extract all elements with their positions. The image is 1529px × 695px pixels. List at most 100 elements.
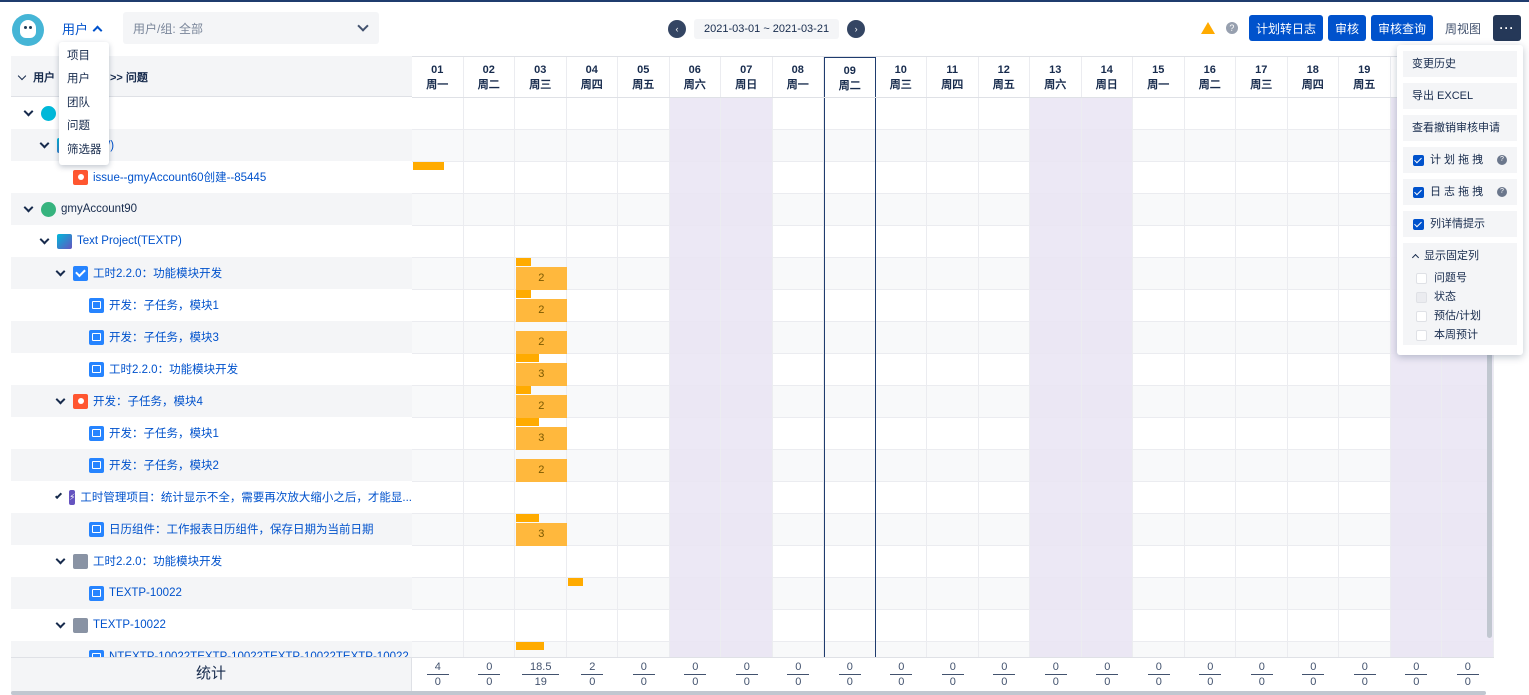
expand-toggle-icon[interactable] (55, 394, 66, 404)
dropdown-item[interactable]: 问题 (67, 120, 90, 133)
worklog-block[interactable]: 2 (516, 459, 567, 482)
expand-toggle-icon[interactable] (55, 266, 66, 276)
tree-row-label[interactable]: Text Project(TEXTP) (77, 235, 182, 247)
plan-to-log-button[interactable]: 计划转日志 (1248, 15, 1323, 41)
help-icon[interactable]: ? (1225, 22, 1238, 34)
tree-row[interactable]: 开发：子任务，模块3 (11, 321, 412, 353)
expand-toggle-icon[interactable] (39, 234, 50, 244)
tree-row-label[interactable]: 工时管理项目：统计显示不全，需要再次放大缩小之后，才能显... (80, 492, 412, 504)
review-button[interactable]: 审核 (1327, 15, 1366, 41)
plan-bar[interactable] (516, 642, 545, 650)
more-menu-button[interactable]: ··· (1493, 15, 1521, 41)
worklog-block[interactable]: 3 (516, 363, 567, 386)
day-column[interactable] (412, 98, 464, 657)
day-column[interactable] (1133, 98, 1185, 657)
dropdown-item[interactable]: 用户 (67, 73, 90, 86)
tree-row[interactable]: issue--gmyAccount60创建--85445 (11, 161, 412, 193)
checkbox-unchecked-icon[interactable] (1416, 311, 1427, 322)
day-column[interactable] (1339, 98, 1391, 657)
expand-toggle-icon[interactable] (23, 106, 34, 116)
plan-bar[interactable] (516, 354, 540, 362)
tree-row-label[interactable]: 开发：子任务，模块4 (93, 396, 203, 408)
tree-row[interactable] (11, 97, 412, 129)
tree-row[interactable]: TEXTP-10022 (11, 609, 412, 641)
expand-toggle-icon[interactable] (54, 491, 63, 499)
weekend-column[interactable] (1081, 98, 1133, 657)
weekend-column[interactable] (669, 98, 721, 657)
review-query-button[interactable]: 审核查询 (1370, 15, 1433, 41)
tree-row-label[interactable]: 开发：子任务，模块1 (109, 300, 219, 312)
checkbox-checked-icon[interactable] (1413, 154, 1424, 166)
worklog-block[interactable]: 2 (516, 267, 567, 290)
checkbox-unchecked-icon[interactable] (1416, 330, 1427, 341)
tree-row-label[interactable]: NTEXTP-10022TEXTP-10022TEXTP-10022TEXTP-… (109, 651, 409, 657)
tree-row[interactable]: TEXTP-10022 (11, 577, 412, 609)
tree-row[interactable]: 工时2.2.0：功能模块开发 (11, 353, 412, 385)
weekend-column[interactable] (721, 98, 773, 657)
tree-row-label[interactable]: TEXTP-10022 (109, 587, 182, 599)
tree-row-label[interactable]: TEXTP-10022 (93, 619, 166, 631)
menu-plan-drag-toggle[interactable]: 计 划 拖 拽 ? (1403, 147, 1517, 173)
day-column[interactable] (824, 98, 876, 657)
worklog-block[interactable]: 2 (516, 331, 567, 354)
dimension-switch-button[interactable]: 用户 (62, 19, 103, 38)
tree-row[interactable]: gmyAccount90 (11, 193, 412, 225)
menu-log-drag-toggle[interactable]: 日 志 拖 拽 ? (1403, 179, 1517, 205)
date-range-display[interactable]: 2021-03-01 ~ 2021-03-21 (694, 19, 840, 39)
menu-view-revoke-requests[interactable]: 查看撤销审核申请 (1403, 115, 1517, 141)
checkbox-unchecked-icon[interactable] (1416, 273, 1427, 284)
menu-fixed-columns-toggle[interactable]: 显示固定列 (1403, 243, 1517, 269)
worklog-block[interactable]: 2 (516, 299, 567, 322)
help-icon[interactable]: ? (1497, 187, 1507, 197)
fixed-column-option[interactable]: 预估/计划 (1403, 307, 1517, 326)
plan-bar[interactable] (516, 418, 540, 426)
tree-row[interactable]: NTEXTP-10022TEXTP-10022TEXTP-10022TEXTP-… (11, 641, 412, 657)
day-column[interactable] (618, 98, 670, 657)
tree-row-label[interactable]: 开发：子任务，模块2 (109, 460, 219, 472)
tree-row-label[interactable]: issue--gmyAccount60创建--85445 (93, 172, 267, 184)
plan-bar[interactable] (516, 290, 532, 298)
day-column[interactable] (567, 98, 618, 657)
app-logo-icon[interactable] (12, 14, 44, 46)
menu-change-history[interactable]: 变更历史 (1403, 51, 1517, 77)
expand-toggle-icon[interactable] (55, 618, 66, 628)
tree-row[interactable]: 工时2.2.0：功能模块开发 (11, 257, 412, 289)
tree-row[interactable]: 开发：子任务，模块2 (11, 449, 412, 481)
warning-icon[interactable] (1200, 22, 1215, 34)
tree-row-label[interactable]: gmyAccount90 (61, 203, 138, 215)
tree-row-label[interactable]: 日历组件：工作报表日历组件，保存日期为当前日期 (109, 524, 374, 536)
tree-row-label[interactable]: 工时2.2.0：功能模块开发 (93, 556, 223, 568)
day-column[interactable] (1236, 98, 1288, 657)
expand-toggle-icon[interactable] (55, 554, 66, 564)
menu-export-excel[interactable]: 导出 EXCEL (1403, 83, 1517, 109)
day-column[interactable] (1185, 98, 1236, 657)
menu-column-tip-toggle[interactable]: 列详情提示 (1403, 211, 1517, 237)
tree-row[interactable]: ⚡ 工时管理项目：统计显示不全，需要再次放大缩小之后，才能显... (11, 481, 412, 513)
day-column[interactable] (1288, 98, 1339, 657)
tree-row-label[interactable]: 工时2.2.0：功能模块开发 (93, 268, 223, 280)
dropdown-item[interactable]: 项目 (67, 50, 90, 62)
user-group-select[interactable]: 用户/组: 全部 (123, 12, 379, 44)
worklog-block[interactable]: 3 (516, 427, 567, 450)
tree-row[interactable]: 日历组件：工作报表日历组件，保存日期为当前日期 (11, 513, 412, 545)
day-column[interactable] (927, 98, 979, 657)
day-column[interactable] (876, 98, 927, 657)
worklog-block[interactable]: 3 (516, 523, 567, 546)
fixed-column-option[interactable]: 本周预计 (1403, 326, 1517, 345)
day-column[interactable] (979, 98, 1030, 657)
tree-row-label[interactable]: 开发：子任务，模块3 (109, 332, 219, 344)
expand-toggle-icon[interactable] (39, 138, 50, 148)
plan-bar[interactable] (516, 514, 540, 522)
weekend-column[interactable] (1030, 98, 1082, 657)
prev-period-button[interactable]: ‹ (668, 20, 686, 38)
fixed-column-option[interactable]: 状态 (1403, 288, 1517, 307)
plan-bar[interactable] (413, 162, 444, 170)
dropdown-item[interactable]: 筛选器 (67, 143, 102, 156)
tree-row[interactable]: 工时2.2.0：功能模块开发 (11, 545, 412, 577)
plan-bar[interactable] (567, 578, 583, 586)
expand-toggle-icon[interactable] (23, 202, 34, 212)
tree-row[interactable]: 开发：子任务，模块1 (11, 417, 412, 449)
fixed-column-option[interactable]: 问题号 (1403, 269, 1517, 288)
tree-row[interactable]: 开发：子任务，模块4 (11, 385, 412, 417)
tree-row-label[interactable]: 开发：子任务，模块1 (109, 428, 219, 440)
